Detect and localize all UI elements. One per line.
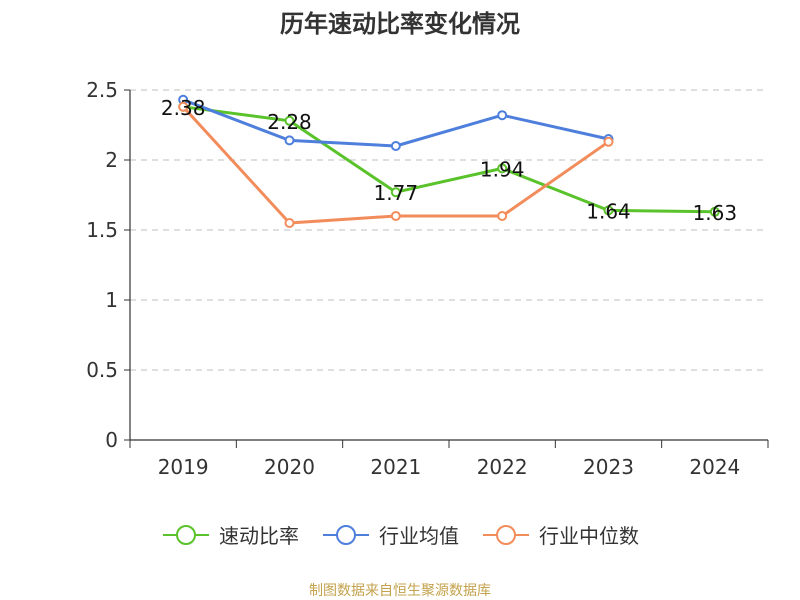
legend-marker-icon [163, 524, 209, 545]
x-tick-label: 2020 [264, 455, 315, 479]
y-tick-label: 2.5 [86, 78, 118, 102]
grid-lines [130, 89, 768, 371]
legend: 速动比率 行业均值 行业中位数 [0, 520, 800, 549]
series-lines [178, 94, 720, 228]
data-label: 1.63 [693, 201, 738, 225]
data-source-note: 制图数据来自恒生聚源数据库 [309, 583, 491, 599]
legend-label: 速动比率 [219, 524, 299, 548]
data-point [390, 141, 401, 151]
data-point [390, 211, 401, 221]
data-point [390, 187, 401, 198]
data-labels: 2.38 2.28 1.77 1.94 1.64 1.63 [161, 96, 737, 225]
data-label: 1.64 [586, 199, 631, 223]
x-tick-label: 2021 [370, 455, 421, 479]
x-tick-label: 2023 [583, 455, 634, 479]
legend-label: 行业均值 [379, 524, 459, 548]
series-line-0 [182, 105, 715, 214]
data-point [178, 101, 189, 112]
y-tick-label: 1.5 [86, 218, 118, 242]
legend-item-quick-ratio[interactable]: 速动比率 [161, 520, 299, 549]
data-point [497, 110, 508, 121]
y-tick-label: 1 [105, 288, 118, 312]
data-point [603, 136, 614, 147]
data-label: 1.94 [480, 157, 525, 181]
legend-item-industry-median[interactable]: 行业中位数 [481, 520, 639, 549]
data-point [709, 206, 720, 217]
data-point [284, 135, 295, 146]
data-label: 2.28 [267, 110, 312, 134]
data-label: 2.38 [161, 96, 206, 120]
data-point [497, 163, 508, 174]
data-point [497, 211, 508, 221]
data-point [284, 218, 295, 228]
legend-marker-icon [483, 524, 529, 545]
legend-item-industry-mean[interactable]: 行业均值 [321, 520, 459, 549]
y-tick-label: 0.5 [86, 358, 118, 382]
legend-marker-icon [323, 524, 369, 545]
data-label: 1.77 [374, 181, 419, 205]
axes: 0 0.5 1 1.5 2 2.5 2019 2020 2021 2022 2023 2024 [86, 78, 769, 479]
data-point [603, 205, 614, 216]
y-tick-label: 2 [105, 148, 118, 172]
x-tick-label: 2022 [477, 455, 528, 479]
x-tick-label: 2024 [689, 455, 740, 479]
x-tick-label: 2019 [158, 455, 209, 479]
chart-title: 历年速动比率变化情况 [280, 10, 520, 38]
legend-label: 行业中位数 [539, 524, 639, 548]
y-tick-label: 0 [105, 428, 118, 452]
series-line-1 [182, 98, 609, 148]
data-point [284, 115, 295, 126]
